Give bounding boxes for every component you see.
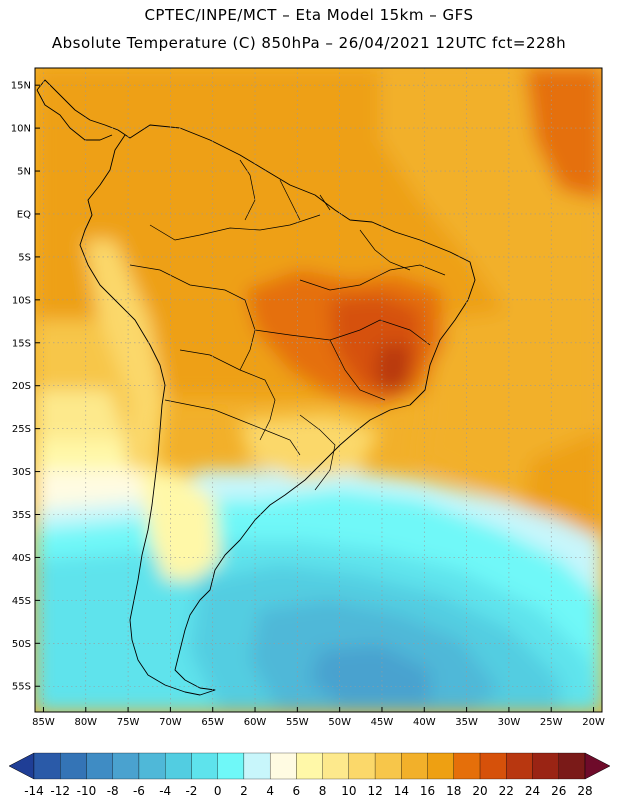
graticule (35, 68, 602, 712)
lon-tick-label: 55W (286, 717, 309, 728)
lat-tick-label: 10S (12, 295, 31, 306)
colorbar-level-label: 4 (266, 784, 274, 798)
colorbar-swatch (506, 752, 533, 780)
colorbar-swatch (479, 752, 507, 780)
colorbar-swatch (60, 752, 87, 780)
lat-tick-label: EQ (17, 209, 31, 220)
lon-tick-label: 60W (244, 717, 267, 728)
lon-tick-label: 25W (540, 717, 563, 728)
lat-tick-label: 10N (11, 124, 31, 135)
lat-tick-label: 15S (12, 338, 31, 349)
colorbar-swatch (584, 752, 611, 780)
lon-tick-label: 20W (582, 717, 605, 728)
colorbar-swatch (453, 752, 481, 780)
colorbar-level-label: 16 (420, 784, 435, 798)
colorbar-level-label: 18 (446, 784, 461, 798)
colorbar-level-label: 26 (551, 784, 566, 798)
colorbar-level-label: -4 (159, 784, 171, 798)
colorbar-swatch (558, 752, 586, 780)
colorbar-level-label: -6 (133, 784, 145, 798)
colorbar: -14 -12 -10 -8 -6 -4 -2 0 2 4 6 8 10 12 14 16 18 20 22 24 26… (8, 752, 611, 798)
colorbar-swatch (86, 752, 113, 780)
temperature-field (35, 68, 602, 712)
longitude-axis: 85W 80W 75W 70W 65W 60W 55W 50W 45W 40W 35W 30W 25W 2… (32, 707, 605, 728)
colorbar-level-label: 2 (240, 784, 248, 798)
lat-tick-label: 30S (12, 467, 31, 478)
lon-tick-label: 35W (455, 717, 478, 728)
map-frame (34, 67, 603, 713)
latitude-axis: 15N 10N 5N EQ 5S 10S 15S 20S 25S 30S 35S 40S 45S 50S 5… (11, 81, 40, 693)
title-line-1: CPTEC/INPE/MCT – Eta Model 15km – GFS (144, 6, 474, 24)
lon-tick-label: 85W (32, 717, 55, 728)
lon-tick-label: 65W (201, 717, 224, 728)
colorbar-swatch (322, 752, 350, 780)
colorbar-level-label: -12 (50, 784, 70, 798)
lat-tick-label: 40S (12, 553, 31, 564)
colorbar-swatch (296, 752, 323, 780)
colorbar-swatch (138, 752, 166, 780)
colorbar-level-label: 22 (499, 784, 514, 798)
colorbar-swatch (33, 752, 61, 780)
colorbar-swatch (269, 752, 297, 780)
lon-tick-label: 50W (328, 717, 351, 728)
colorbar-level-label: -2 (185, 784, 197, 798)
lat-tick-label: 15N (11, 81, 31, 92)
colorbar-swatch (191, 752, 218, 780)
lat-tick-label: 5N (17, 167, 31, 178)
title-line-2: Absolute Temperature (C) 850hPa – 26/04/… (51, 34, 567, 52)
colorbar-level-label: 0 (214, 784, 222, 798)
lon-tick-label: 30W (498, 717, 521, 728)
colorbar-swatch (401, 752, 428, 780)
colorbar-level-label: 6 (293, 784, 301, 798)
colorbar-level-label: 10 (341, 784, 356, 798)
colorbar-level-label: 8 (319, 784, 327, 798)
colorbar-level-label: 24 (525, 784, 540, 798)
lat-tick-label: 25S (12, 424, 31, 435)
coastline (36, 79, 476, 696)
lon-tick-label: 80W (74, 717, 97, 728)
colorbar-swatch (374, 752, 402, 780)
colorbar-swatch (8, 752, 35, 780)
country-borders (129, 159, 446, 491)
colorbar-level-label: 14 (394, 784, 409, 798)
colorbar-level-label: 28 (577, 784, 592, 798)
colorbar-level-label: -14 (24, 784, 44, 798)
colorbar-swatch (348, 752, 376, 780)
lat-tick-label: 20S (12, 381, 31, 392)
colorbar-swatch (427, 752, 454, 780)
lon-tick-label: 75W (117, 717, 140, 728)
lon-tick-label: 40W (413, 717, 436, 728)
lon-tick-label: 45W (371, 717, 394, 728)
lat-tick-label: 50S (12, 639, 31, 650)
lon-tick-label: 70W (159, 717, 182, 728)
colorbar-swatch (165, 752, 192, 780)
lat-tick-label: 35S (12, 510, 31, 521)
colorbar-level-label: -8 (107, 784, 119, 798)
colorbar-swatch (112, 752, 140, 780)
colorbar-swatch (217, 752, 245, 780)
colorbar-level-label: 12 (367, 784, 382, 798)
colorbar-swatch (243, 752, 271, 780)
lat-tick-label: 55S (12, 682, 31, 693)
colorbar-swatch (532, 752, 559, 780)
lat-tick-label: 45S (12, 596, 31, 607)
colorbar-level-label: 20 (472, 784, 487, 798)
colorbar-level-label: -10 (77, 784, 97, 798)
lat-tick-label: 5S (18, 252, 31, 263)
